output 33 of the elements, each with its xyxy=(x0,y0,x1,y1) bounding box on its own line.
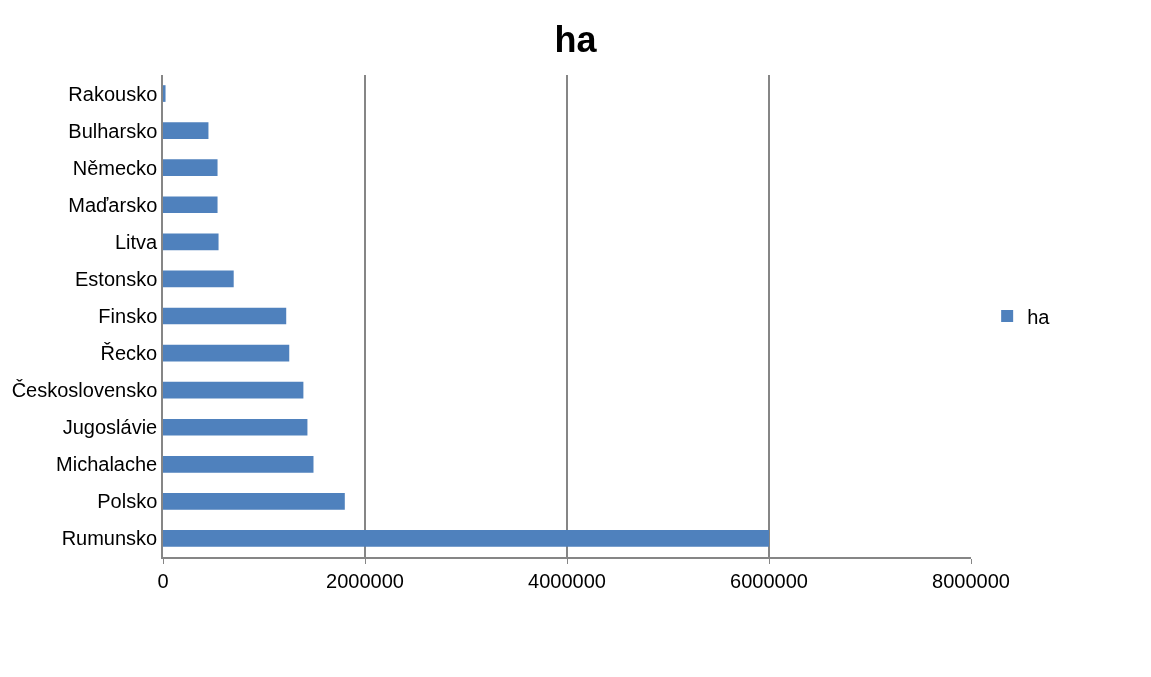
x-tick-label: 0 xyxy=(157,569,169,592)
y-tick-label: Polsko xyxy=(97,490,158,513)
bar xyxy=(163,307,287,325)
bar xyxy=(163,418,308,436)
bar xyxy=(163,493,345,510)
y-tick-label: Jugoslávie xyxy=(62,416,158,439)
y-tick-label: Estonsko xyxy=(74,267,158,290)
bar xyxy=(163,455,314,473)
bar xyxy=(163,381,304,399)
x-tick-label: 4000000 xyxy=(528,569,606,592)
bar xyxy=(163,85,166,102)
y-tick-label: Československo xyxy=(11,379,158,402)
legend-label: ha xyxy=(1027,305,1051,328)
y-tick-label: Řecko xyxy=(100,342,158,365)
x-tick-label: 2000000 xyxy=(326,569,404,592)
y-tick-label: Rumunsko xyxy=(61,527,158,550)
bar xyxy=(163,233,219,251)
y-tick-label: Maďarsko xyxy=(68,193,158,216)
bar xyxy=(163,196,218,214)
y-tick-label: Bulharsko xyxy=(68,119,158,142)
y-tick-label: Litva xyxy=(115,230,159,253)
bar xyxy=(163,159,218,177)
x-tick-label: 6000000 xyxy=(730,569,808,592)
y-tick-label: Rakousko xyxy=(68,82,158,105)
chart-title: ha xyxy=(554,19,598,61)
y-tick-label: Finsko xyxy=(98,305,158,327)
bar xyxy=(163,530,769,547)
bar xyxy=(163,344,290,362)
y-tick-label: Michalache xyxy=(56,453,158,476)
x-tick-label: 8000000 xyxy=(932,569,1010,592)
bar xyxy=(163,122,209,139)
bar xyxy=(163,270,234,288)
y-tick-label: Německo xyxy=(72,156,158,179)
